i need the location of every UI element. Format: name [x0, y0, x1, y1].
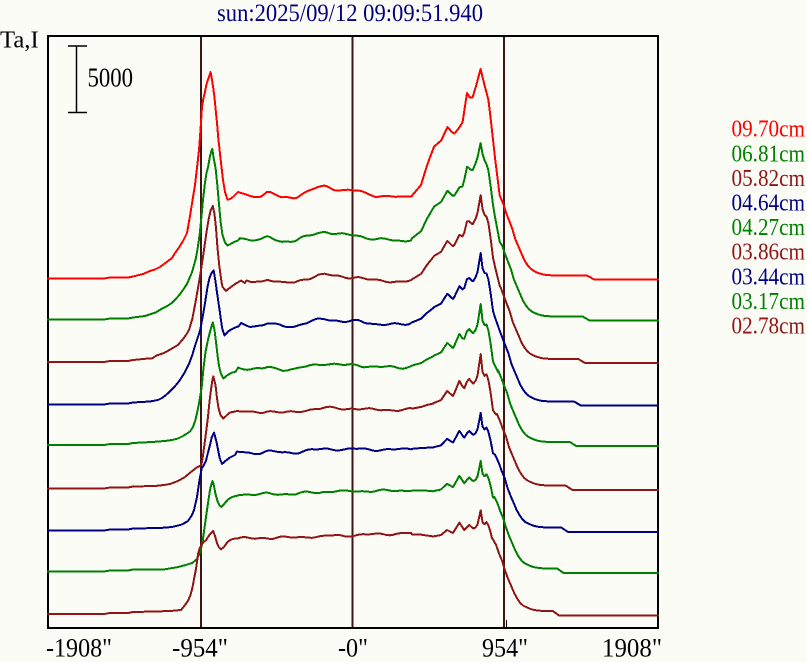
- svg-text:5000: 5000: [88, 62, 134, 92]
- svg-text:03.86cm: 03.86cm: [732, 240, 806, 266]
- svg-text:Ta,I: Ta,I: [0, 28, 39, 54]
- svg-text:-1908": -1908": [46, 633, 112, 662]
- svg-text:03.44cm: 03.44cm: [732, 264, 806, 290]
- svg-text:09.70cm: 09.70cm: [732, 117, 806, 143]
- svg-text:sun:2025/09/12 09:09:51.940: sun:2025/09/12 09:09:51.940: [217, 0, 483, 27]
- svg-text:03.17cm: 03.17cm: [732, 289, 806, 315]
- svg-text:04.27cm: 04.27cm: [732, 215, 806, 241]
- svg-text:-954": -954": [172, 633, 228, 662]
- svg-text:-0": -0": [338, 633, 368, 662]
- svg-text:04.64cm: 04.64cm: [732, 191, 806, 217]
- svg-text:05.82cm: 05.82cm: [732, 166, 806, 192]
- svg-text:954": 954": [482, 633, 528, 662]
- svg-text:1908": 1908": [602, 633, 662, 662]
- svg-text:02.78cm: 02.78cm: [732, 314, 806, 340]
- svg-text:06.81cm: 06.81cm: [732, 141, 806, 167]
